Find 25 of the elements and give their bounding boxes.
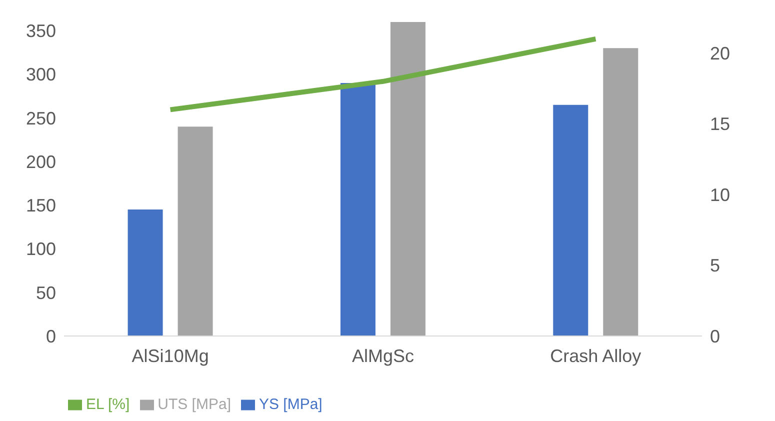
y-tick-label: 0 — [46, 326, 56, 346]
y-tick-label: 250 — [26, 108, 56, 128]
bar — [553, 104, 588, 336]
bar — [340, 83, 376, 336]
y2-tick-label: 0 — [710, 326, 720, 346]
bar — [390, 22, 426, 336]
x-tick-label: AlMgSc — [352, 346, 414, 366]
legend-label: UTS [MPa] — [158, 396, 231, 413]
legend-label: EL [%] — [86, 396, 130, 413]
bar — [178, 126, 213, 336]
x-tick-label: Crash Alloy — [550, 346, 642, 366]
y-tick-label: 300 — [26, 64, 56, 85]
y2-tick-label: 10 — [710, 184, 730, 205]
y-tick-label: 350 — [26, 21, 56, 42]
y-tick-label: 100 — [26, 239, 56, 260]
y-tick-label: 200 — [26, 152, 56, 172]
legend-label: YS [MPa] — [259, 396, 322, 413]
x-tick-label: AlSi10Mg — [132, 346, 209, 366]
y2-tick-label: 20 — [710, 44, 730, 64]
y-tick-label: 50 — [36, 282, 56, 303]
y2-tick-label: 5 — [710, 256, 720, 276]
bar — [603, 48, 638, 336]
y2-tick-label: 15 — [710, 114, 730, 134]
bar — [128, 210, 163, 336]
y-tick-label: 150 — [26, 196, 56, 216]
